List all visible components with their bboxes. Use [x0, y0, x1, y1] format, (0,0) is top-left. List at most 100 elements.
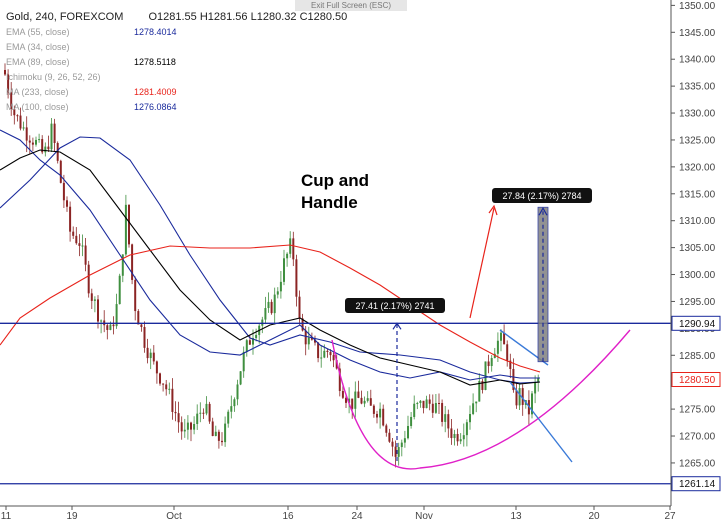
candle-body: [419, 400, 422, 404]
candle-body: [131, 244, 134, 280]
measure-arrow-2: [538, 207, 548, 216]
candle-body: [459, 439, 462, 442]
price-tick-label: 1285.00: [679, 351, 716, 362]
candle-body: [13, 108, 16, 116]
price-tick-label: 1275.00: [679, 405, 716, 416]
candle-body: [168, 388, 171, 390]
symbol-label[interactable]: Gold, 240, FOREXCOM: [6, 11, 124, 23]
projection-arrow-line[interactable]: [469, 207, 495, 319]
price-tick-label: 1350.00: [679, 1, 716, 12]
candle-body: [447, 414, 450, 429]
candle-body: [140, 324, 143, 327]
candle-body: [87, 264, 90, 294]
handle-lower-line[interactable]: [509, 381, 573, 463]
candle-body: [4, 69, 6, 75]
candle-body: [441, 403, 444, 422]
candle-body: [59, 160, 62, 183]
candle-body: [465, 422, 468, 436]
candle-body: [84, 245, 87, 265]
candle-body: [22, 127, 25, 129]
close-value: C1280.50: [299, 11, 348, 23]
price-tick-label: 1330.00: [679, 109, 716, 120]
candle-body: [180, 422, 183, 432]
candle-body: [31, 142, 34, 145]
indicator-row[interactable]: EMA (89, close) 1278.5118: [6, 57, 176, 67]
ma-233-line: [0, 244, 541, 373]
candle-body: [245, 340, 248, 352]
price-tick-label: 1320.00: [679, 162, 716, 173]
candle-body: [124, 204, 127, 255]
candle-body: [25, 127, 28, 141]
indicator-value: 1278.5118: [134, 57, 176, 67]
candle-body: [469, 414, 471, 423]
candle-body: [196, 413, 199, 425]
candle-body: [177, 413, 180, 423]
candle-body: [208, 403, 211, 422]
candle-body: [19, 115, 22, 129]
candle-body: [496, 340, 499, 354]
candle-body: [236, 384, 239, 400]
indicator-row[interactable]: MA (100, close) 1276.0864: [6, 102, 177, 112]
candle-body: [227, 411, 230, 424]
candle-body: [75, 235, 78, 244]
indicator-label: MA (100, close): [6, 102, 69, 112]
candle-body: [369, 398, 372, 406]
measure-label-box-2: [492, 188, 592, 203]
cup-curve[interactable]: [331, 329, 631, 470]
candle-body: [326, 350, 329, 352]
candle-body: [385, 425, 388, 433]
price-axis-area[interactable]: [672, 0, 721, 522]
measure-arrow-1: [392, 322, 402, 330]
candle-body: [78, 243, 81, 246]
candle-body: [509, 360, 512, 369]
candle-body: [462, 435, 465, 440]
measure-label-1: 27.41 (2.17%) 2741: [355, 301, 434, 311]
candle-body: [190, 422, 192, 430]
candle-body: [332, 355, 335, 361]
price-tick-label: 1270.00: [679, 432, 716, 443]
candle-body: [10, 92, 13, 109]
price-tick-label: 1335.00: [679, 82, 716, 93]
candle-body: [379, 408, 382, 418]
ma-100-line: [0, 129, 540, 381]
candle-body: [118, 275, 121, 305]
indicator-row[interactable]: MA (233, close) 1281.4009: [6, 87, 177, 97]
price-tick-label: 1265.00: [679, 458, 716, 469]
candle-body: [295, 259, 298, 297]
candle-body: [149, 352, 152, 359]
candle-body: [159, 373, 161, 384]
indicator-label: EMA (34, close): [6, 42, 70, 52]
candle-body: [279, 281, 282, 292]
price-tick-label: 1340.00: [679, 55, 716, 66]
candle-body: [66, 200, 68, 207]
candle-body: [518, 388, 521, 406]
candle-body: [506, 344, 509, 361]
candle-body: [174, 411, 177, 414]
candle-body: [211, 421, 214, 436]
ema-89-line: [0, 149, 541, 386]
exit-fullscreen-button[interactable]: Exit Full Screen (ESC): [295, 0, 407, 11]
candle-body: [298, 296, 301, 319]
candle-body: [490, 358, 493, 367]
candle-body: [515, 390, 518, 406]
candle-body: [354, 391, 357, 409]
candle-body: [292, 238, 295, 260]
candle-body: [224, 423, 227, 443]
candle-body: [534, 381, 537, 394]
candle-body: [372, 405, 375, 414]
indicator-row[interactable]: EMA (34, close): [6, 42, 70, 52]
indicator-row[interactable]: Ichimoku (9, 26, 52, 26): [6, 72, 101, 82]
indicator-row[interactable]: EMA (55, close) 1278.4014: [6, 27, 177, 37]
candle-body: [38, 139, 41, 141]
indicator-value: 1276.0864: [134, 102, 177, 112]
candle-body: [413, 403, 416, 417]
level-price-label: 1261.14: [679, 479, 716, 490]
candle-body: [53, 123, 56, 143]
candle-body: [357, 391, 360, 398]
candle-body: [382, 408, 385, 426]
ema-55-line: [0, 136, 541, 384]
candle-body: [69, 206, 72, 232]
candle-body: [475, 401, 478, 404]
candle-body: [72, 231, 75, 236]
